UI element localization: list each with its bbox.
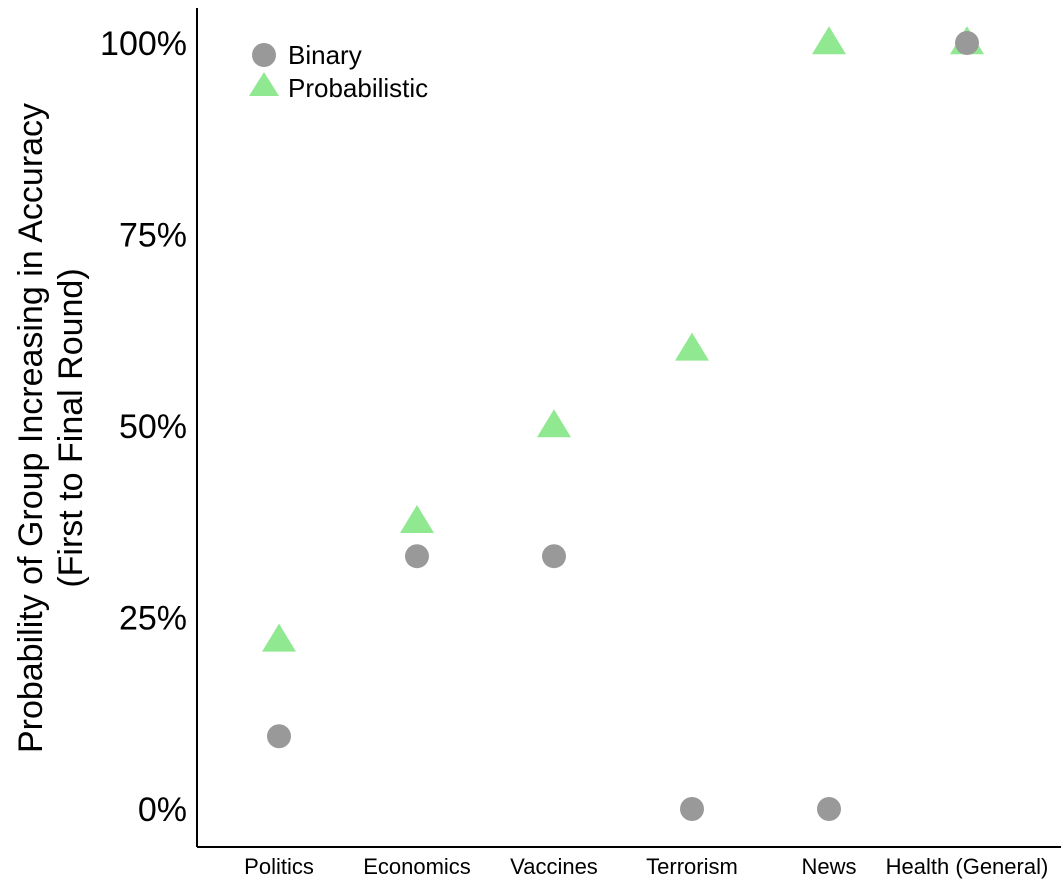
y-tick-label: 25% (119, 600, 187, 638)
probabilistic-point (400, 504, 434, 533)
y-tick-label: 100% (100, 25, 187, 63)
probabilistic-point (675, 332, 709, 361)
legend-probabilistic-label: Probabilistic (288, 73, 428, 103)
probabilistic-point (537, 409, 571, 438)
binary-point (680, 797, 704, 821)
y-tick-label: 75% (119, 217, 187, 255)
y-axis-title: Probability of Group Increasing in Accur… (12, 103, 90, 753)
probabilistic-point (812, 26, 846, 55)
binary-point (267, 724, 291, 749)
x-tick-label: Health (General) (886, 854, 1049, 879)
x-tick-label: Vaccines (510, 854, 598, 879)
binary-point (955, 31, 979, 55)
legend-binary-marker (252, 43, 276, 67)
x-tick-label: Economics (363, 854, 471, 879)
binary-point (405, 544, 429, 569)
x-tick-labels: Politics Economics Vaccines Terrorism News He… (244, 854, 1048, 879)
x-tick-label: Politics (244, 854, 314, 879)
legend-binary-label: Binary (288, 40, 362, 70)
y-axis-title-line2: (First to Final Round) (52, 268, 90, 587)
data-points (262, 26, 984, 821)
x-tick-label: News (801, 854, 856, 879)
y-tick-label: 50% (119, 408, 187, 446)
legend-probabilistic-marker (249, 72, 279, 96)
y-tick-label: 0% (138, 791, 187, 829)
legend: Binary Probabilistic (249, 40, 428, 103)
y-tick-labels: 0% 25% 50% 75% 100% (100, 25, 187, 829)
binary-point (542, 544, 566, 569)
x-tick-label: Terrorism (646, 854, 738, 879)
binary-point (817, 797, 841, 821)
probabilistic-point (262, 623, 296, 652)
y-axis-title-line1: Probability of Group Increasing in Accur… (12, 103, 50, 753)
